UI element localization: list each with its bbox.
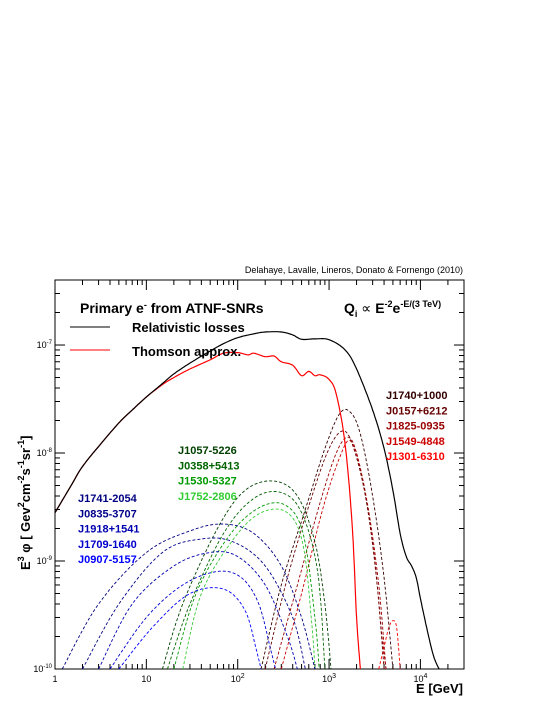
axis-tick-labels: 1 10 102 103 104 10-10 10-9 10-8 10-7 xyxy=(33,340,427,684)
y-axis-label: E3 φ [ Gev2cm-2s-1sr-1] xyxy=(16,436,33,570)
x-tick-label-3: 103 xyxy=(322,673,336,684)
y-tick-label-3: 10-7 xyxy=(37,340,53,350)
x-axis-label: E [GeV] xyxy=(416,681,463,696)
chart-title: Primary e- from ATNF-SNRs xyxy=(80,300,264,316)
axis-ticks xyxy=(54,279,465,670)
curve-j1740-1000 xyxy=(260,408,394,669)
curve-j1709-1640 xyxy=(109,570,277,669)
y-tick-label-0: 10-10 xyxy=(33,664,52,674)
plot-frame xyxy=(54,279,465,670)
source-label-j0157-6212: J0157+6212 xyxy=(386,405,447,417)
source-label-j1740-1000: J1740+1000 xyxy=(386,390,447,402)
curve-j0157-6212 xyxy=(264,430,385,669)
source-label-j1825-0935: J1825-0935 xyxy=(386,421,445,433)
curve-j0907-5157 xyxy=(118,587,262,669)
curve-relativistic-losses xyxy=(55,331,440,669)
credit-text: Delahaye, Lavalle, Lineros, Donato & For… xyxy=(245,265,463,275)
legend-label-thomson: Thomson approx. xyxy=(132,344,241,359)
source-label-j1752-2806: J1752-2806 xyxy=(178,491,237,503)
source-term-formula: Qi ∝ E-2e-E/(3 TeV) xyxy=(344,299,441,319)
x-tick-label-1: 10 xyxy=(141,674,151,684)
source-label-j1549-4848: J1549-4848 xyxy=(386,436,445,448)
curve-j1301-6310 xyxy=(378,620,401,669)
source-label-j0907-5157: J0907-5157 xyxy=(78,554,137,566)
curve-j1057-5226 xyxy=(161,480,332,669)
curve-j1918-1541 xyxy=(98,551,298,669)
x-tick-label-2: 102 xyxy=(231,673,245,684)
x-tick-label-0: 1 xyxy=(52,674,57,684)
source-label-j1709-1640: J1709-1640 xyxy=(78,539,137,551)
source-label-j1301-6310: J1301-6310 xyxy=(386,451,445,463)
source-name-labels: J1741-2054 J0835-3707 J1918+1541 J1709-1640… xyxy=(78,390,447,566)
y-tick-label-2: 10-8 xyxy=(37,448,53,458)
source-label-j1057-5226: J1057-5226 xyxy=(178,445,237,457)
source-label-j1530-5327: J1530-5327 xyxy=(178,476,237,488)
y-tick-label-1: 10-9 xyxy=(37,556,53,566)
x-tick-label-4: 104 xyxy=(413,673,427,684)
source-label-j0835-3707: J0835-3707 xyxy=(78,508,137,520)
curve-j1549-4848 xyxy=(280,439,387,669)
curve-j0835-3707 xyxy=(82,537,306,669)
legend-label-relativistic: Relativistic losses xyxy=(132,320,245,335)
legend: Relativistic losses Thomson approx. xyxy=(70,320,245,359)
source-label-j1741-2054: J1741-2054 xyxy=(78,493,138,505)
curve-j1530-5327 xyxy=(173,502,320,669)
curve-j1741-2054 xyxy=(61,523,316,669)
source-label-j0358-5413: J0358+5413 xyxy=(178,460,239,472)
source-label-j1918-1541: J1918+1541 xyxy=(78,524,139,536)
curves xyxy=(55,331,440,669)
curve-j0358-5413 xyxy=(166,491,326,669)
